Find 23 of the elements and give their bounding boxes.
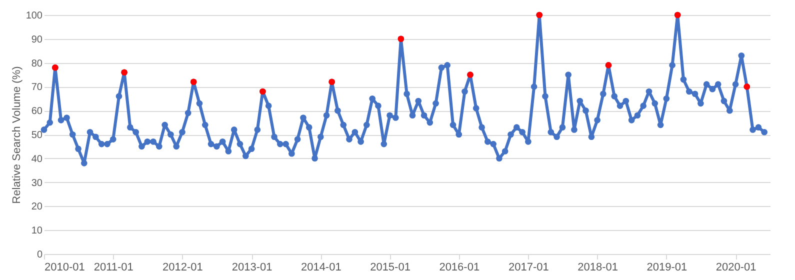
y-tick-label: 60	[31, 106, 43, 118]
x-tick-label: 2012-01	[162, 262, 203, 274]
x-tick-label: 2014-01	[300, 262, 342, 274]
y-tick-label: 0	[36, 250, 43, 260]
y-tick-label: 100	[26, 10, 43, 22]
x-tick-label: 2016-01	[439, 262, 480, 274]
x-tick-label: 2020-01	[716, 262, 756, 274]
y-tick-label: 20	[31, 202, 43, 213]
y-tick-label: 50	[31, 130, 43, 141]
x-tick-label: 2017-01	[508, 262, 549, 274]
y-tick-label: 10	[31, 226, 43, 237]
y-tick-label: 90	[31, 34, 43, 46]
x-tick-label: 2013-01	[232, 262, 272, 274]
y-tick-label: 80	[31, 58, 43, 70]
x-tick-label: 2015-01	[370, 262, 410, 274]
y-tick-label: 30	[31, 178, 43, 189]
x-tick-label: 2011-01	[94, 262, 134, 274]
y-tick-label: 40	[31, 154, 43, 165]
y-axis-title: Relative Search Volume (%)	[10, 66, 23, 204]
x-tick-label: 2018-01	[578, 262, 618, 274]
y-tick-label: 70	[31, 82, 43, 94]
x-tick-label: 2010-01	[44, 262, 85, 274]
x-tick-label: 2019-01	[646, 262, 688, 274]
